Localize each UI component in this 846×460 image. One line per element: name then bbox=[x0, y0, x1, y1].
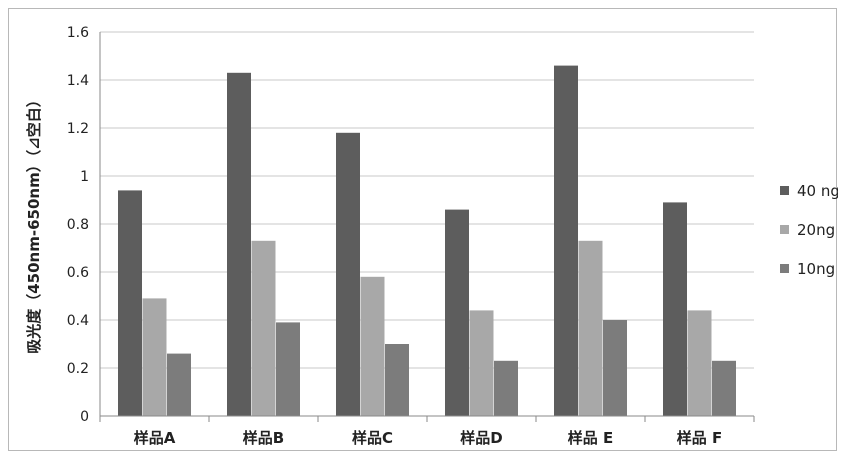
bar-2-4 bbox=[469, 310, 494, 416]
axes bbox=[99, 32, 755, 422]
bar-2-2 bbox=[251, 240, 276, 416]
legend-label: 20ng bbox=[797, 221, 835, 239]
bars bbox=[118, 65, 736, 417]
legend-swatch bbox=[780, 225, 789, 234]
y-axis-label: 吸光度（450nm-650nm）（⊿空白） bbox=[25, 92, 43, 354]
bar-3-5 bbox=[603, 320, 627, 416]
chart-frame: 0 0.2 0.4 0.6 0.8 1 1.2 1.4 1.6 样品A 样品B 样品C 样品D 样品 E… bbox=[8, 8, 840, 451]
bar-1-6 bbox=[663, 202, 687, 416]
bar-chart: 0 0.2 0.4 0.6 0.8 1 1.2 1.4 1.6 样品A 样品B 样品C 样品D 样品 E… bbox=[25, 25, 840, 447]
legend-swatch bbox=[780, 264, 789, 273]
bar-1-2 bbox=[227, 72, 251, 417]
bar-3-2 bbox=[276, 322, 300, 416]
legend-swatch bbox=[780, 186, 789, 195]
x-tick-label: 样品B bbox=[243, 429, 284, 447]
legend-label: 40 ng bbox=[797, 182, 838, 200]
y-tick-label: 0.4 bbox=[67, 313, 89, 329]
y-tick-label: 1 bbox=[80, 169, 89, 185]
bar-1-4 bbox=[445, 209, 469, 416]
x-tick-label: 样品 F bbox=[677, 429, 722, 447]
x-tick-label: 样品C bbox=[352, 429, 393, 447]
legend: 40 ng 20ng 10ng bbox=[780, 182, 840, 278]
y-tick-label: 1.2 bbox=[67, 121, 89, 137]
y-tick-labels: 0 0.2 0.4 0.6 0.8 1 1.2 1.4 1.6 bbox=[67, 25, 89, 425]
gridlines bbox=[100, 31, 754, 369]
bar-3-6 bbox=[712, 360, 736, 416]
y-tick-label: 0.2 bbox=[67, 361, 89, 377]
y-tick-label: 0.6 bbox=[67, 265, 89, 281]
legend-label: 10ng bbox=[797, 260, 835, 278]
bar-3-3 bbox=[385, 344, 409, 416]
bar-2-1 bbox=[142, 298, 167, 416]
bar-2-5 bbox=[578, 240, 603, 416]
bar-2-3 bbox=[360, 276, 385, 416]
x-tick-labels: 样品A 样品B 样品C 样品D 样品 E 样品 F bbox=[134, 429, 723, 447]
bar-1-5 bbox=[554, 65, 578, 416]
bar-1-3 bbox=[336, 132, 360, 417]
x-tick-label: 样品 E bbox=[568, 429, 613, 447]
y-tick-label: 0 bbox=[80, 409, 89, 425]
x-tick-label: 样品D bbox=[460, 429, 502, 447]
bar-2-6 bbox=[687, 310, 712, 416]
bar-1-1 bbox=[118, 190, 142, 416]
bar-3-1 bbox=[167, 353, 191, 416]
x-tick-label: 样品A bbox=[134, 429, 176, 447]
y-tick-label: 1.6 bbox=[67, 25, 89, 41]
y-tick-label: 1.4 bbox=[67, 73, 89, 89]
bar-3-4 bbox=[494, 360, 518, 416]
y-tick-label: 0.8 bbox=[67, 217, 89, 233]
